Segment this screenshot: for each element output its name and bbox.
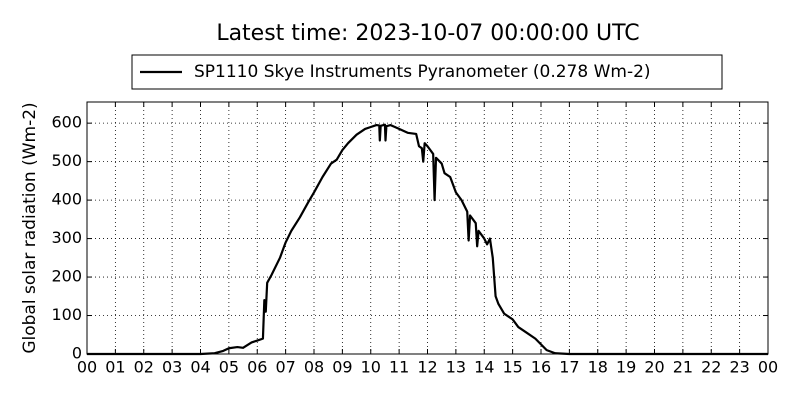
x-tick-label: 01 [105,358,125,377]
x-tick-label: 12 [417,358,437,377]
x-tick-label: 10 [361,358,381,377]
x-tick-label: 02 [134,358,154,377]
x-tick-label: 23 [729,358,749,377]
x-tick-label: 03 [162,358,182,377]
x-tick-label: 08 [304,358,324,377]
legend-label: SP1110 Skye Instruments Pyranometer (0.2… [194,62,651,82]
legend-box [131,54,723,90]
x-tick-label: 09 [332,358,352,377]
y-tick-label: 200 [51,267,82,286]
x-tick-label: 22 [701,358,721,377]
y-tick-label: 600 [51,113,82,132]
x-tick-label: 11 [389,358,409,377]
x-tick-label: 19 [616,358,636,377]
x-tick-label: 18 [588,358,608,377]
x-tick-label: 13 [446,358,466,377]
x-tick-label: 21 [673,358,693,377]
x-tick-label: 04 [190,358,210,377]
y-tick-label: 500 [51,151,82,170]
x-tick-label: 15 [502,358,522,377]
chart-title: Latest time: 2023-10-07 00:00:00 UTC [216,21,639,46]
x-tick-label: 16 [531,358,551,377]
x-tick-label: 00 [758,358,778,377]
x-tick-label: 20 [644,358,664,377]
x-tick-label: 14 [474,358,494,377]
x-tick-label: 07 [275,358,295,377]
x-tick-label: 17 [559,358,579,377]
plot-frame [86,101,769,355]
data-line [87,123,768,356]
y-tick-label: 400 [51,190,82,209]
y-axis-label: Global solar radiation (Wm-2) [20,102,40,353]
y-tick-label: 300 [51,228,82,247]
x-tick-label: 06 [247,358,267,377]
x-tick-label: 00 [77,358,97,377]
x-tick-label: 05 [219,358,239,377]
y-tick-label: 100 [51,305,82,324]
y-tick-label: 0 [72,344,82,363]
